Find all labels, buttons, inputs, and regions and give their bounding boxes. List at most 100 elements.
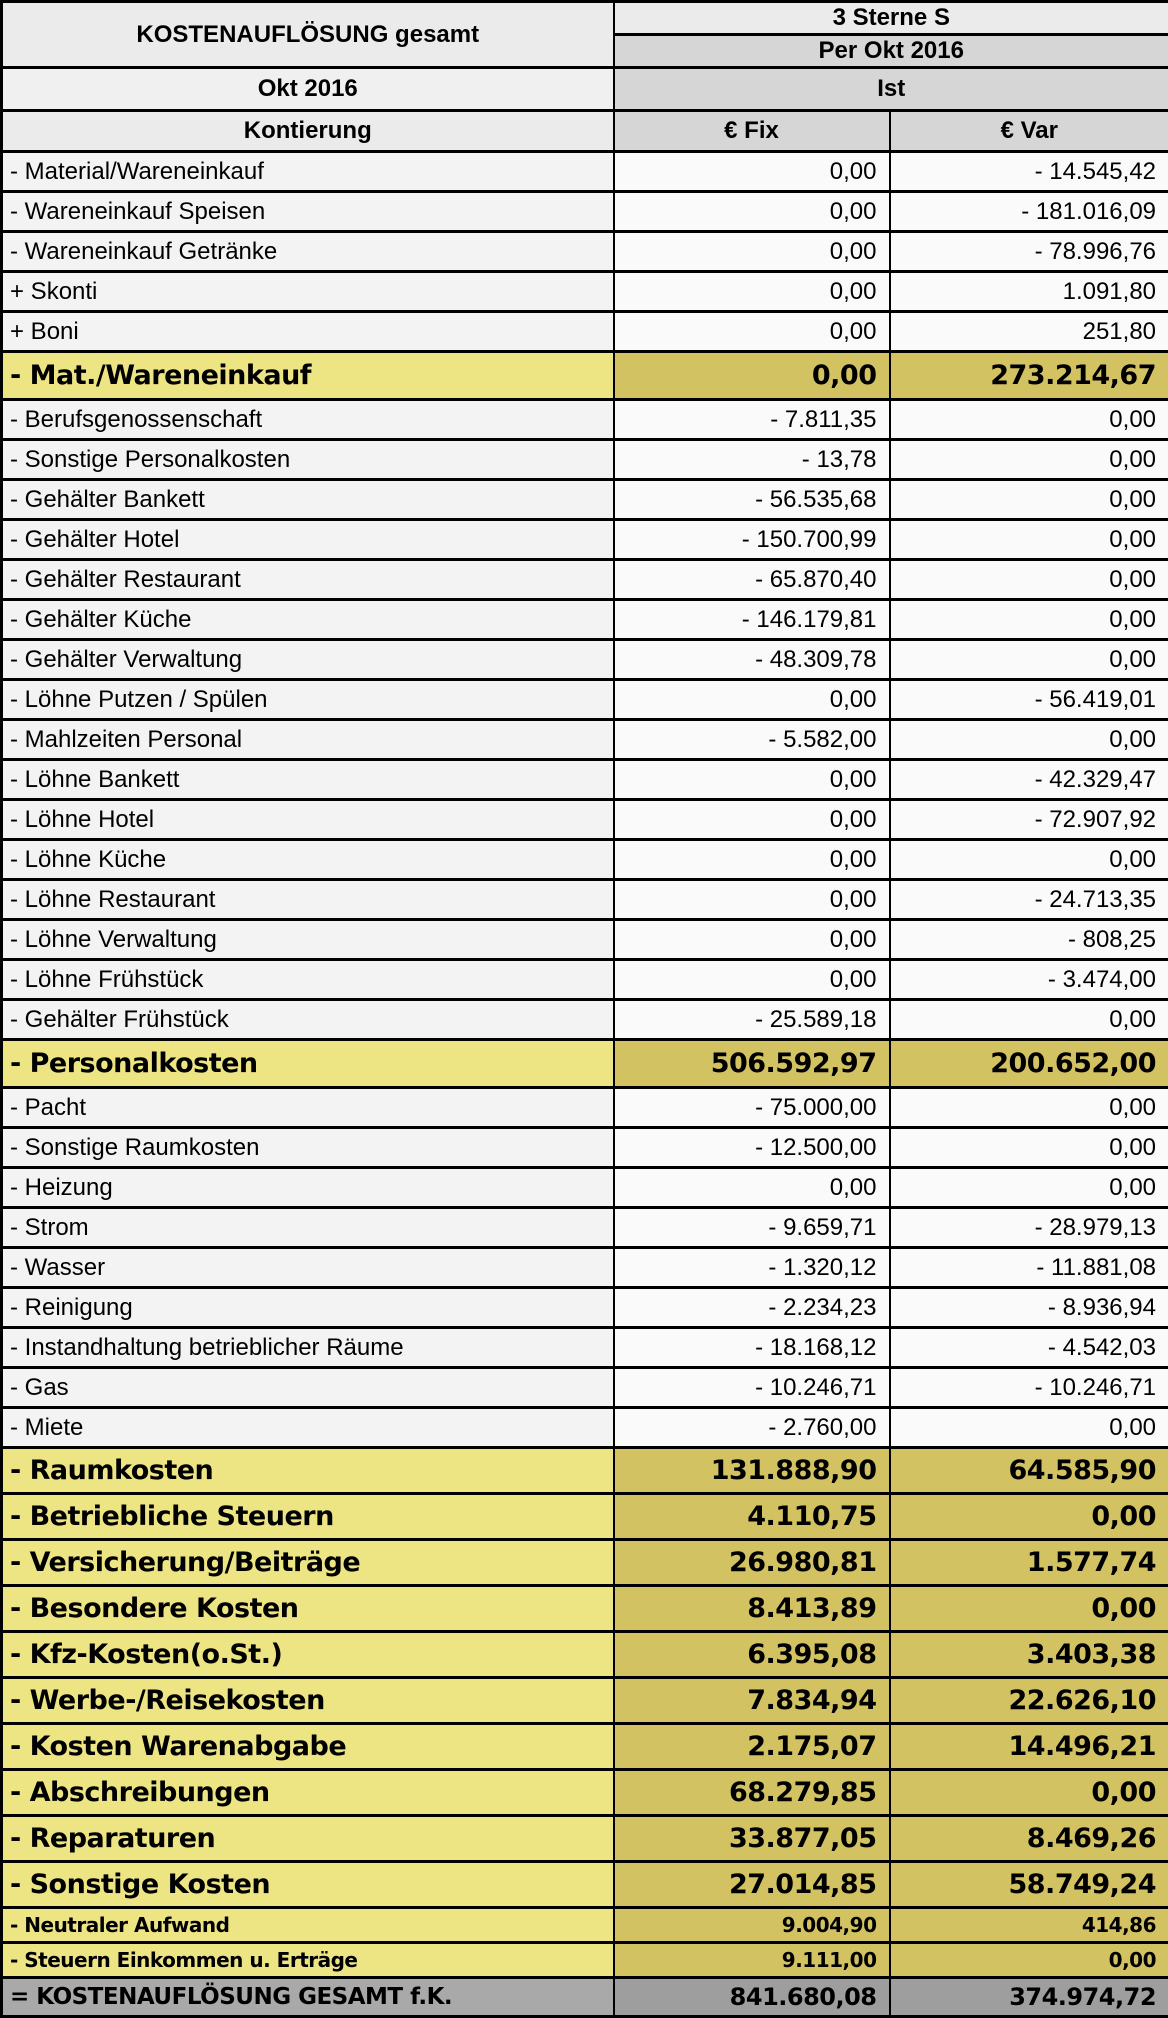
var-value-cell: 0,00 xyxy=(890,1128,1168,1168)
var-value-cell: 0,00 xyxy=(890,600,1168,640)
row-label-cell: - Reparaturen xyxy=(2,1816,614,1862)
var-value-cell: 0,00 xyxy=(890,1088,1168,1128)
row-label-cell: - Kfz-Kosten(o.St.) xyxy=(2,1632,614,1678)
var-value-cell: - 8.936,94 xyxy=(890,1288,1168,1328)
var-value-cell: 200.652,00 xyxy=(890,1040,1168,1088)
fix-value-cell: 841.680,08 xyxy=(614,1978,890,2017)
fix-value-cell: 0,00 xyxy=(614,920,890,960)
column-header-row: Kontierung € Fix € Var xyxy=(2,111,1168,152)
var-value-cell: - 56.419,01 xyxy=(890,680,1168,720)
fix-value-cell: 0,00 xyxy=(614,232,890,272)
property-class-cell: 3 Sterne S xyxy=(614,2,1168,35)
row-label-cell: - Gas xyxy=(2,1368,614,1408)
row-label-cell: = KOSTENAUFLÖSUNG GESAMT f.K. xyxy=(2,1978,614,2017)
fix-value-cell: 0,00 xyxy=(614,312,890,352)
row-label-cell: - Personalkosten xyxy=(2,1040,614,1088)
row-label-cell: - Abschreibungen xyxy=(2,1770,614,1816)
fix-value-cell: 0,00 xyxy=(614,192,890,232)
var-value-cell: 374.974,72 xyxy=(890,1978,1168,2017)
fix-value-cell: 68.279,85 xyxy=(614,1770,890,1816)
row-label-cell: - Wareneinkauf Speisen xyxy=(2,192,614,232)
var-value-cell: 0,00 xyxy=(890,520,1168,560)
row-label-cell: - Gehälter Küche xyxy=(2,600,614,640)
report-title: KOSTENAUFLÖSUNG gesamt xyxy=(2,2,614,68)
row-label-cell: - Strom xyxy=(2,1208,614,1248)
row-label-cell: - Gehälter Verwaltung xyxy=(2,640,614,680)
table-row: - Reinigung- 2.234,23- 8.936,94 xyxy=(2,1288,1168,1328)
var-value-cell: 0,00 xyxy=(890,720,1168,760)
fix-value-cell: 4.110,75 xyxy=(614,1494,890,1540)
fix-value-cell: 0,00 xyxy=(614,1168,890,1208)
row-label-cell: - Material/Wareneinkauf xyxy=(2,152,614,192)
row-label-cell: - Gehälter Frühstück xyxy=(2,1000,614,1040)
var-value-cell: - 14.545,42 xyxy=(890,152,1168,192)
row-label-cell: - Besondere Kosten xyxy=(2,1586,614,1632)
var-value-cell: 1.091,80 xyxy=(890,272,1168,312)
var-value-cell: 414,86 xyxy=(890,1908,1168,1943)
var-value-cell: - 181.016,09 xyxy=(890,192,1168,232)
row-label-cell: - Neutraler Aufwand xyxy=(2,1908,614,1943)
var-value-cell: 0,00 xyxy=(890,1494,1168,1540)
var-value-cell: 14.496,21 xyxy=(890,1724,1168,1770)
fix-value-cell: 0,00 xyxy=(614,960,890,1000)
row-label-cell: - Heizung xyxy=(2,1168,614,1208)
fix-value-cell: 0,00 xyxy=(614,352,890,400)
row-label-cell: - Mahlzeiten Personal xyxy=(2,720,614,760)
row-label-cell: + Skonti xyxy=(2,272,614,312)
var-value-cell: - 28.979,13 xyxy=(890,1208,1168,1248)
var-value-cell: 0,00 xyxy=(890,1000,1168,1040)
fix-value-cell: - 12.500,00 xyxy=(614,1128,890,1168)
var-value-cell: 251,80 xyxy=(890,312,1168,352)
row-label-cell: - Sonstige Personalkosten xyxy=(2,440,614,480)
fix-value-cell: 0,00 xyxy=(614,840,890,880)
row-label-cell: - Gehälter Restaurant xyxy=(2,560,614,600)
column-header-fix: € Fix xyxy=(614,111,890,152)
var-value-cell: 0,00 xyxy=(890,1943,1168,1978)
fix-value-cell: - 13,78 xyxy=(614,440,890,480)
fix-value-cell: - 48.309,78 xyxy=(614,640,890,680)
var-value-cell: 0,00 xyxy=(890,1586,1168,1632)
table-row: - Wasser- 1.320,12- 11.881,08 xyxy=(2,1248,1168,1288)
row-label-cell: - Löhne Frühstück xyxy=(2,960,614,1000)
fix-value-cell: - 150.700,99 xyxy=(614,520,890,560)
var-value-cell: 273.214,67 xyxy=(890,352,1168,400)
column-header-account: Kontierung xyxy=(2,111,614,152)
fix-value-cell: 9.111,00 xyxy=(614,1943,890,1978)
var-value-cell: - 11.881,08 xyxy=(890,1248,1168,1288)
fix-value-cell: 0,00 xyxy=(614,880,890,920)
month-cell: Okt 2016 xyxy=(2,68,614,111)
var-value-cell: 0,00 xyxy=(890,1168,1168,1208)
row-label-cell: - Löhne Restaurant xyxy=(2,880,614,920)
fix-value-cell: 131.888,90 xyxy=(614,1448,890,1494)
row-label-cell: - Löhne Verwaltung xyxy=(2,920,614,960)
var-value-cell: - 808,25 xyxy=(890,920,1168,960)
row-label-cell: - Kosten Warenabgabe xyxy=(2,1724,614,1770)
